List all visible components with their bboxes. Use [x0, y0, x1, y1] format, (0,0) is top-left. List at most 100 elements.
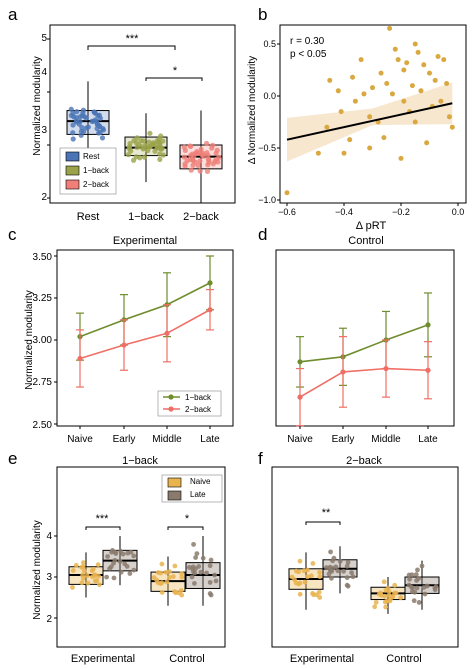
panel-a-point: [96, 130, 102, 136]
panel-f-point: [310, 561, 316, 566]
panel-f-point: [414, 585, 420, 591]
panel-a-legend-1back: 1−back: [83, 166, 110, 175]
panel-f-point: [293, 568, 299, 574]
panel-c-legend-1back: 1−back: [185, 393, 212, 402]
panel-a-legend-swatch: [65, 179, 80, 190]
panel-d-frame: [275, 249, 455, 427]
panel-e-point: [179, 571, 185, 576]
panel-d-xtick: Late: [418, 434, 438, 445]
panel-c-ytick: 3.25: [33, 293, 53, 304]
panel-a-point: [68, 106, 74, 112]
panel-c-frame: [56, 249, 234, 427]
panel-e-point: [70, 568, 76, 573]
panel-d-title: Control: [348, 235, 383, 247]
panel-e-point: [178, 588, 184, 593]
panel-f-point: [415, 567, 420, 573]
panel-b-point: [384, 81, 390, 87]
panel-a-frame: [49, 24, 236, 204]
panel-f-point: [341, 568, 346, 574]
panel-c-ytick: 2.75: [33, 377, 53, 388]
panel-f-point: [422, 591, 428, 597]
panel-a-point: [141, 154, 148, 160]
panel-b-point: [404, 60, 410, 66]
panel-c-ytick: 3.00: [33, 335, 53, 346]
panel-f-point: [308, 573, 314, 579]
panel-c-legend-dot: [168, 406, 174, 412]
panel-f-point: [344, 582, 350, 588]
panel-e-point: [155, 580, 161, 586]
panel-c-legend-dot: [168, 394, 174, 400]
panel-f-point: [409, 584, 415, 590]
panel-a-sig-2: *: [173, 65, 178, 77]
panel-b-xlabel: Δ pRT: [356, 220, 387, 232]
panel-a-ylabel: Normalized modularity: [32, 56, 43, 155]
panel-e-point: [110, 548, 115, 553]
panel-a-point: [157, 140, 163, 147]
panel-f-point: [350, 574, 356, 580]
panel-b-point: [395, 57, 401, 63]
panel-a-ytick: 3: [41, 125, 47, 136]
panel-c-xtick: Early: [113, 434, 136, 445]
panel-e-xtick: Control: [169, 653, 204, 665]
panel-b-point: [389, 91, 395, 97]
panel-a-point: [70, 122, 76, 128]
panel-b-point: [347, 137, 353, 143]
panel-e-point: [81, 568, 87, 574]
panel-f-point: [328, 549, 333, 555]
panel-a-point: [130, 157, 137, 163]
panel-a-point: [79, 113, 85, 119]
panel-a-point: [210, 161, 216, 167]
panel-a-point: [160, 152, 166, 158]
panel-f-point: [317, 569, 323, 575]
panel-e-point: [70, 584, 75, 590]
panel-a-ytick: 2: [41, 192, 47, 203]
panel-e-legend-late: Late: [190, 490, 206, 499]
panel-e-title: 1−back: [122, 455, 158, 467]
panel-b-point: [392, 46, 398, 52]
panel-e-point: [127, 571, 133, 576]
panel-a-point: [85, 124, 91, 130]
panel-b-point: [412, 119, 418, 125]
panel-b-point: [335, 88, 341, 94]
marks-layer: [47, 25, 459, 619]
panel-f-point: [372, 604, 378, 610]
panel-a-point: [188, 143, 194, 150]
panel-b-xtick: −0.4: [335, 207, 353, 217]
panel-a-point: [189, 151, 195, 157]
panel-f-point: [331, 555, 337, 561]
panel-a-point: [200, 153, 207, 159]
panel-e-point: [164, 579, 170, 585]
panel-a-point: [126, 144, 133, 150]
panel-e-point: [159, 561, 165, 567]
panel-a-point: [197, 158, 203, 164]
panel-a-point: [181, 154, 188, 160]
panel-e-point: [105, 554, 111, 559]
panel-b-ytick: 0.5: [263, 39, 276, 49]
panel-f-point: [297, 558, 303, 564]
panel-e-point: [97, 582, 102, 588]
panel-d-xtick: Early: [332, 434, 355, 445]
panel-f-point: [349, 570, 355, 576]
panel-e-point: [80, 572, 85, 578]
panel-b-point: [432, 77, 438, 83]
panel-c-title: Experimental: [113, 235, 177, 247]
panel-b-point: [350, 74, 356, 80]
panel-e-frame: [56, 466, 226, 648]
panel-f-point: [293, 580, 299, 586]
panel-letter-a: a: [8, 5, 18, 24]
panel-b-point: [378, 70, 384, 76]
panel-a-point: [182, 161, 188, 167]
panel-d-point: [425, 367, 431, 373]
panel-e-legend-swatch: [167, 477, 182, 488]
panel-a-point: [156, 136, 163, 142]
background-layer: [49, 24, 467, 648]
panel-b-xtick: −0.6: [278, 207, 296, 217]
panel-b-point: [315, 150, 321, 156]
panel-b-point: [415, 49, 421, 55]
panel-f-point: [333, 564, 339, 570]
panel-a-point: [125, 152, 131, 158]
panel-b-point: [370, 85, 375, 91]
panel-e-point: [179, 574, 185, 580]
panel-e-point: [90, 566, 96, 572]
